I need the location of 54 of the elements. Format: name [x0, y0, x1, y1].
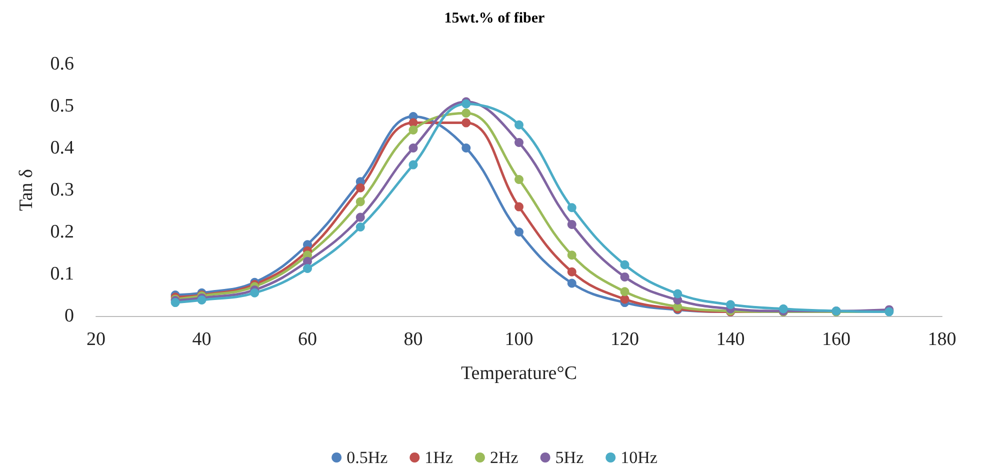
y-axis-title: Tan δ [16, 169, 37, 211]
x-tick-label: 80 [404, 329, 423, 350]
x-tick-label: 120 [610, 329, 639, 350]
point [620, 294, 630, 304]
point [514, 138, 524, 148]
chart-title: 15wt.% of fiber [444, 10, 546, 26]
legend-label: 10Hz [620, 448, 658, 467]
y-tick-label: 0 [64, 306, 74, 326]
point [620, 272, 630, 282]
legend-label: 5Hz [555, 448, 584, 467]
point [462, 118, 471, 128]
point [170, 298, 180, 308]
point [514, 202, 524, 212]
point [567, 278, 576, 288]
y-tick-label: 0.1 [50, 264, 74, 284]
point [673, 289, 682, 298]
point [514, 175, 524, 184]
point [567, 203, 576, 212]
x-axis-title: Temperature°C [461, 363, 577, 384]
x-tick-label: 160 [822, 329, 850, 350]
legend-label: 2Hz [490, 448, 519, 467]
x-tick-label: 180 [928, 329, 956, 350]
point [514, 228, 524, 236]
y-tick-label: 0.3 [50, 180, 74, 200]
point [567, 267, 576, 276]
point [250, 288, 260, 298]
x-tick-label: 60 [298, 329, 317, 350]
point [620, 260, 630, 270]
point [303, 264, 312, 274]
x-tick-label: 100 [504, 329, 534, 350]
point [356, 197, 365, 206]
point [462, 144, 471, 152]
point [462, 108, 471, 118]
x-tick-label: 20 [86, 329, 106, 350]
point [620, 287, 630, 296]
x-tick-label: 140 [716, 329, 745, 350]
point [408, 144, 418, 152]
point [514, 120, 524, 130]
point [408, 160, 418, 170]
point [567, 220, 576, 229]
y-tick-label: 0.4 [50, 138, 74, 158]
point [726, 300, 735, 310]
y-tick-label: 0.5 [50, 96, 74, 116]
point [356, 212, 365, 222]
point [356, 222, 365, 232]
point [197, 296, 206, 305]
y-tick-label: 0.6 [50, 54, 74, 74]
legend-label: 0.5Hz [346, 448, 388, 467]
x-tick-label: 40 [192, 329, 212, 350]
legend-label: 1Hz [424, 448, 454, 467]
point [356, 183, 365, 192]
point [408, 125, 418, 134]
point [567, 250, 576, 260]
y-tick-label: 0.2 [50, 222, 74, 242]
